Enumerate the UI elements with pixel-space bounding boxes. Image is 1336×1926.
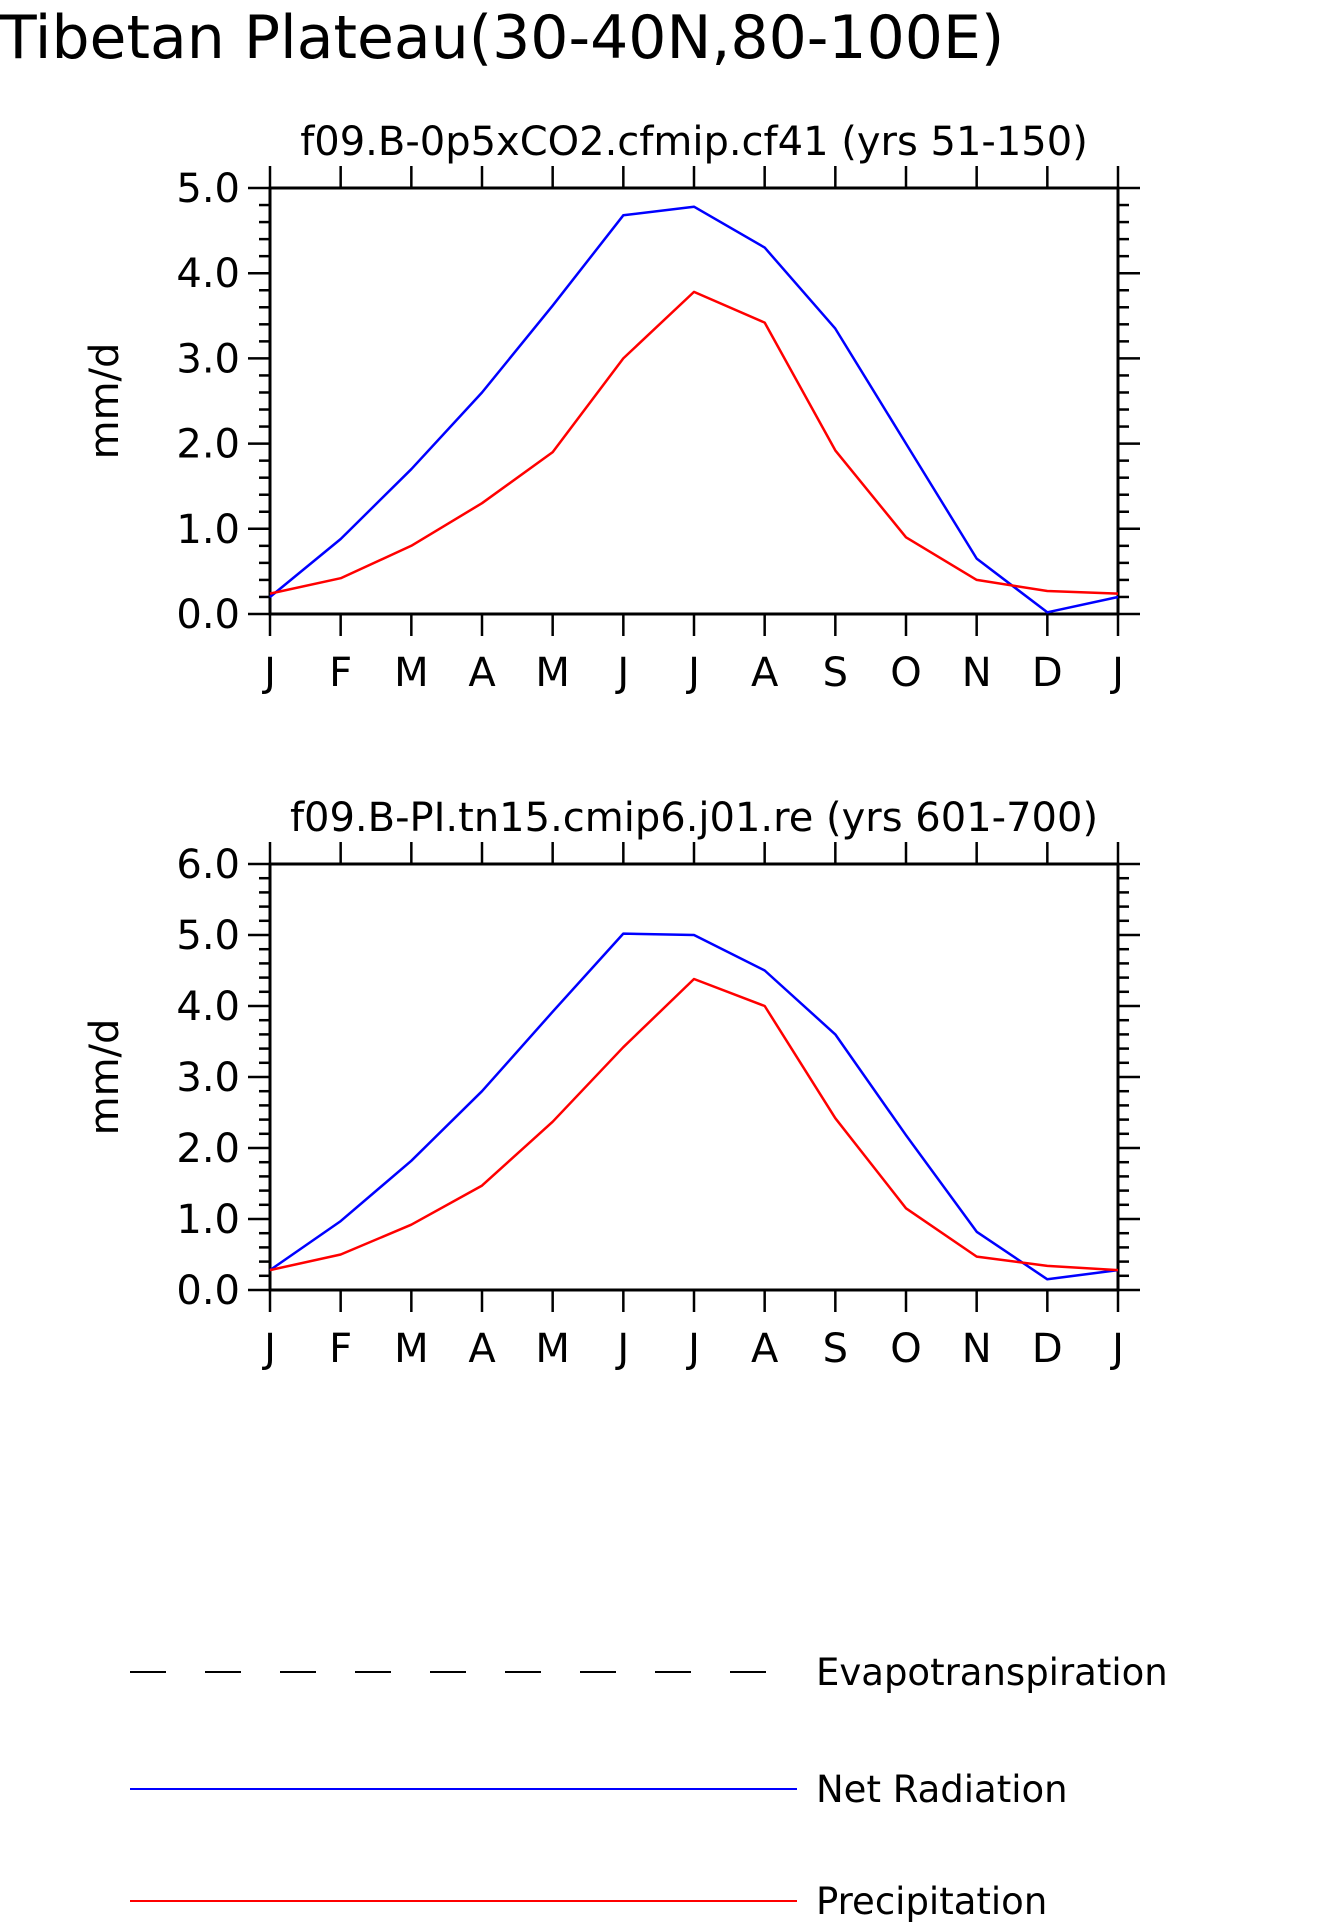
- series-line-precipitation: [269, 977, 1119, 1272]
- legend-label-net-radiation: Net Radiation: [816, 1768, 1068, 1811]
- plot-frame: [268, 862, 1120, 1292]
- x-tick-label: N: [962, 1326, 992, 1372]
- x-tick-label: J: [1109, 1326, 1124, 1372]
- x-tick-label: D: [1032, 650, 1063, 696]
- x-tick-label: M: [394, 650, 429, 696]
- y-tick-label: 3.0: [176, 336, 240, 382]
- y-tick-label: 1.0: [176, 507, 240, 553]
- x-tick-label: S: [823, 650, 848, 696]
- y-tick-label: 0.0: [176, 1268, 240, 1314]
- y-axis-label: mm/d: [82, 1019, 128, 1136]
- x-tick-label: J: [261, 650, 276, 696]
- x-tick-label: F: [329, 1326, 352, 1372]
- x-tick-label: J: [685, 650, 700, 696]
- legend-label-evapotranspiration: Evapotranspiration: [816, 1651, 1168, 1694]
- y-tick-label: 2.0: [176, 1126, 240, 1172]
- x-tick-label: A: [468, 1326, 496, 1372]
- x-tick-label: M: [394, 1326, 429, 1372]
- series-line-precipitation: [269, 290, 1119, 595]
- x-tick-label: O: [890, 650, 921, 696]
- x-tick-label: J: [614, 650, 629, 696]
- y-axis-label: mm/d: [82, 343, 128, 460]
- x-tick-label: M: [535, 1326, 570, 1372]
- x-tick-label: F: [329, 650, 352, 696]
- x-tick-label: J: [614, 1326, 629, 1372]
- y-tick-label: 0.0: [176, 592, 240, 638]
- x-tick-label: M: [535, 650, 570, 696]
- y-tick-label: 5.0: [176, 166, 240, 212]
- y-tick-label: 5.0: [176, 913, 240, 959]
- x-tick-label: J: [685, 1326, 700, 1372]
- y-tick-label: 4.0: [176, 251, 240, 297]
- series-line-net-radiation: [269, 205, 1119, 614]
- y-tick-label: 6.0: [176, 842, 240, 888]
- legend-entry-net-radiation: Net Radiation: [130, 1768, 1068, 1811]
- x-tick-label: A: [751, 650, 779, 696]
- legend: Evapotranspiration Net Radiation Precipi…: [130, 1651, 1168, 1923]
- y-tick-label: 2.0: [176, 422, 240, 468]
- x-tick-label: A: [468, 650, 496, 696]
- panel-title: f09.B-PI.tn15.cmip6.j01.re (yrs 601-700): [290, 795, 1098, 841]
- figure-title: Tibetan Plateau(30-40N,80-100E): [0, 3, 1004, 73]
- y-tick-label: 4.0: [176, 984, 240, 1030]
- plot-frame: [268, 186, 1120, 616]
- x-tick-label: J: [261, 1326, 276, 1372]
- legend-entry-precipitation: Precipitation: [130, 1880, 1047, 1923]
- x-tick-label: A: [751, 1326, 779, 1372]
- x-tick-label: N: [962, 650, 992, 696]
- panel-top: f09.B-0p5xCO2.cfmip.cf41 (yrs 51-150) mm/…: [82, 119, 1140, 696]
- x-tick-label: O: [890, 1326, 921, 1372]
- x-tick-label: J: [1109, 650, 1124, 696]
- panel-title: f09.B-0p5xCO2.cfmip.cf41 (yrs 51-150): [300, 119, 1088, 165]
- legend-entry-evapotranspiration: Evapotranspiration: [130, 1651, 1168, 1694]
- panel-bottom: f09.B-PI.tn15.cmip6.j01.re (yrs 601-700)…: [82, 795, 1140, 1372]
- x-tick-label: D: [1032, 1326, 1063, 1372]
- y-tick-label: 3.0: [176, 1055, 240, 1101]
- x-tick-label: S: [823, 1326, 848, 1372]
- legend-label-precipitation: Precipitation: [816, 1880, 1047, 1923]
- series-line-net-radiation: [269, 932, 1119, 1281]
- y-tick-label: 1.0: [176, 1197, 240, 1243]
